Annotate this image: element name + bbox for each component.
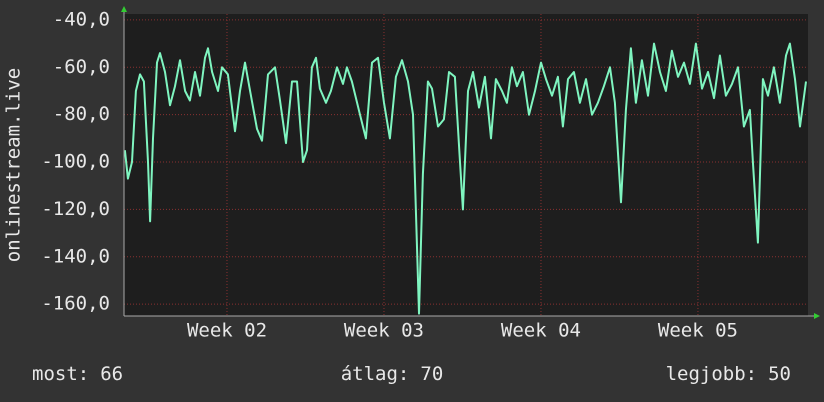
summary-label: most: xyxy=(32,363,89,385)
plot-area xyxy=(124,14,808,316)
y-arrow xyxy=(121,6,127,12)
labels: -40,0 -60,0 -80,0 -100,0 -120,0 -140,0 -160,0 W… xyxy=(32,8,791,384)
summary: legjobb: 50 xyxy=(666,363,791,385)
y-tick-label: -120,0 xyxy=(41,198,110,220)
summary-label: átlag: xyxy=(341,363,410,385)
line xyxy=(123,42,807,315)
summary: átlag: 70 xyxy=(341,363,444,385)
summary: most: 66 xyxy=(32,363,123,385)
summary-label: legjobb: xyxy=(666,363,758,385)
summary-value: 70 xyxy=(420,363,443,385)
y-tick-label: -100,0 xyxy=(41,151,110,173)
summary-value: 66 xyxy=(100,363,123,385)
x-tick-label: Week 02 xyxy=(187,320,267,342)
y-tick-label: -40,0 xyxy=(53,8,110,30)
x-tick-label: Week 03 xyxy=(344,320,424,342)
summary-value: 50 xyxy=(768,363,791,385)
x-arrow xyxy=(814,313,820,319)
x-tick-label: Week 04 xyxy=(501,320,581,342)
x-tick-label: Week 05 xyxy=(658,320,738,342)
plot xyxy=(123,42,807,315)
y-axis-title: onlinestream.live xyxy=(3,68,25,262)
y-tick-label: -160,0 xyxy=(41,293,110,315)
y-tick-label: -140,0 xyxy=(41,245,110,267)
y-tick-label: -60,0 xyxy=(53,56,110,78)
y-tick-label: -80,0 xyxy=(53,103,110,125)
